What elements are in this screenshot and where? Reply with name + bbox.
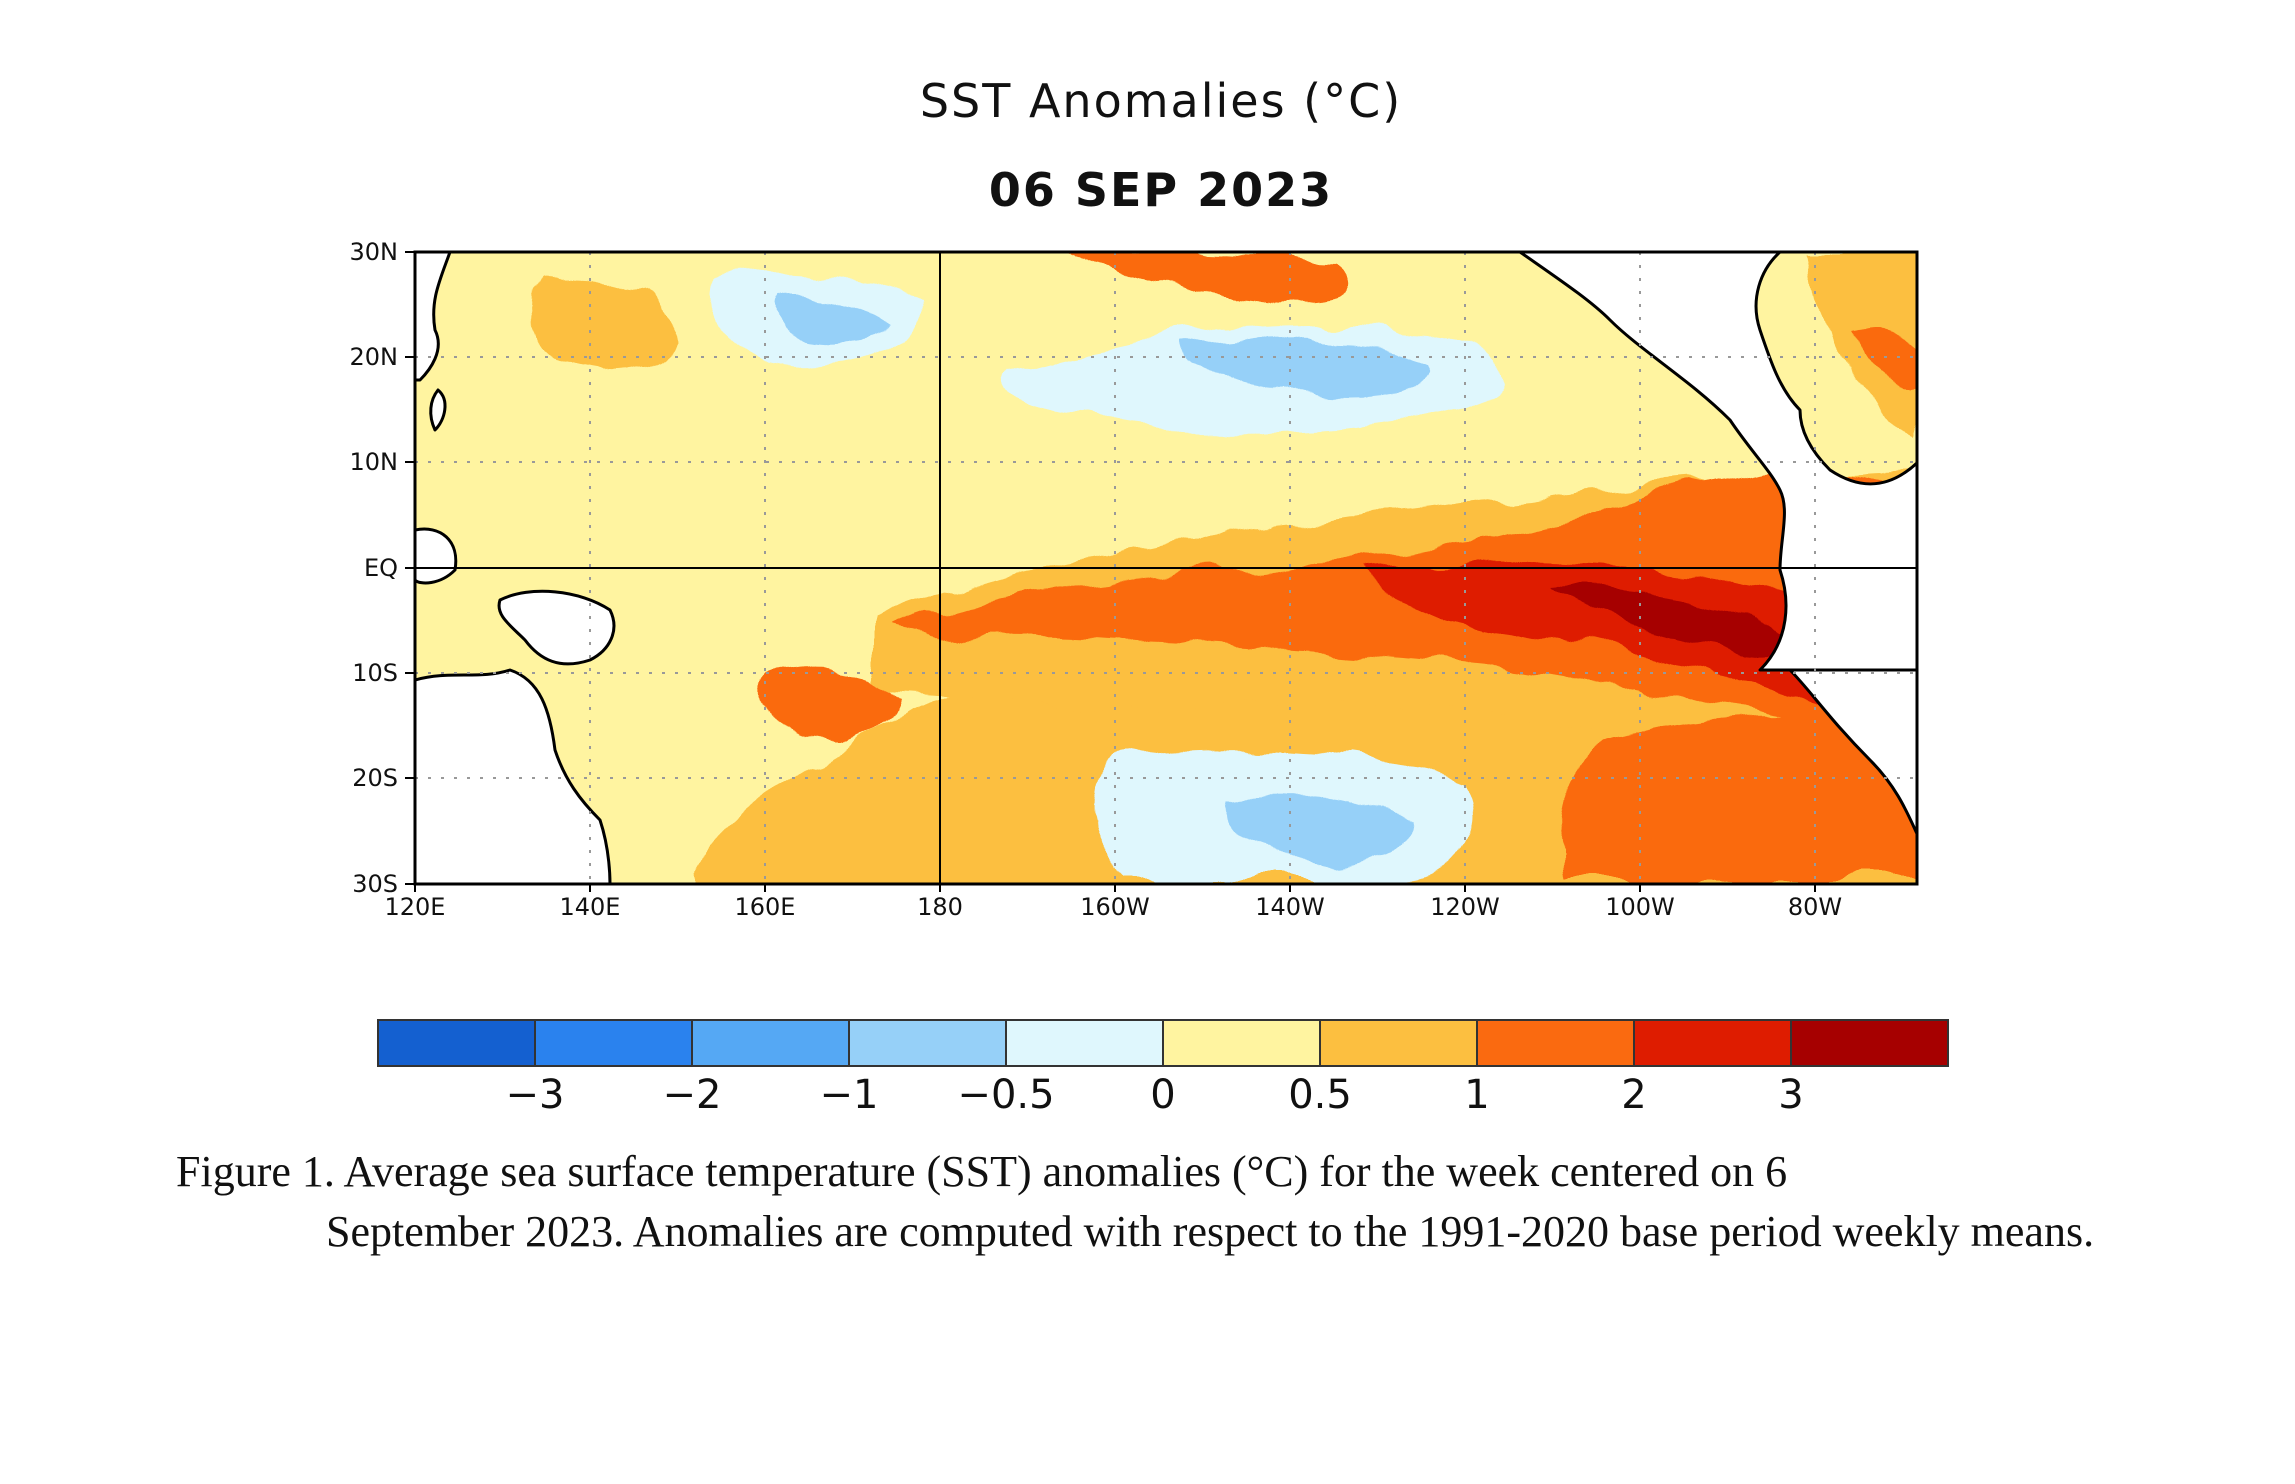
colorbar-label: 2 — [1621, 1072, 1646, 1118]
sst-anomaly-map: 30N 20N 10N EQ 10S 20S 30S 120E 140E 160… — [350, 240, 1919, 921]
colorbar-swatch — [1005, 1019, 1164, 1067]
colorbar-swatch — [1319, 1019, 1478, 1067]
colorbar-label: 1 — [1464, 1072, 1489, 1118]
lat-label: 10S — [352, 659, 398, 687]
lon-axis: 120E 140E 160E 180 160W 140W 120W 100W 8… — [385, 893, 1843, 921]
anomaly-region-southwest-warm — [756, 669, 900, 740]
lat-label: 20S — [352, 764, 398, 792]
colorbar-swatch — [377, 1019, 536, 1067]
anomaly-region-red-core — [1360, 562, 1878, 712]
lon-label: 100W — [1605, 893, 1675, 921]
anomaly-region-south-cold — [1227, 796, 1410, 863]
anomaly-region-southeast-orange — [1557, 716, 1917, 880]
lon-label: 80W — [1788, 893, 1842, 921]
land-philippines-islands — [429, 388, 447, 432]
anomaly-region-equatorial-deep-orange — [890, 469, 1917, 740]
colorbar-swatch — [534, 1019, 693, 1067]
lat-label: EQ — [364, 554, 398, 582]
anomaly-region-north-orange — [1070, 252, 1345, 304]
colorbar-label: −1 — [820, 1072, 879, 1118]
anomaly-region-west-warm — [529, 277, 680, 374]
lon-ticks — [414, 884, 1816, 892]
colorbar-swatch — [1162, 1019, 1321, 1067]
lat-axis: 30N 20N 10N EQ 10S 20S 30S — [350, 240, 399, 898]
colorbar-swatch — [848, 1019, 1007, 1067]
land-masses — [415, 252, 1917, 884]
lon-label: 140E — [560, 893, 621, 921]
colorbar-swatch — [1633, 1019, 1792, 1067]
colorbar: −3 −2 −1 −0.5 0 0.5 1 2 3 — [377, 1019, 1949, 1118]
lat-label: 30N — [350, 240, 399, 266]
colorbar-label: −2 — [663, 1072, 722, 1118]
lon-label: 120W — [1430, 893, 1500, 921]
lat-label: 30S — [352, 870, 398, 898]
land-north-america — [1518, 252, 1917, 672]
lon-label: 140W — [1255, 893, 1325, 921]
anomaly-region-north-cold — [1190, 339, 1432, 396]
lon-label: 160W — [1080, 893, 1150, 921]
land-borneo — [415, 527, 458, 585]
anomaly-region-caribbean-orange — [1850, 326, 1917, 383]
colorbar-label: −3 — [506, 1072, 565, 1118]
chart-title: SST Anomalies (°C) — [919, 74, 1403, 128]
lat-label: 10N — [350, 448, 399, 476]
lon-label: 120E — [385, 893, 446, 921]
figure-caption-line1: Figure 1. Average sea surface temperatur… — [176, 1147, 1788, 1196]
lon-label: 180 — [917, 893, 963, 921]
colorbar-labels: −3 −2 −1 −0.5 0 0.5 1 2 3 — [506, 1072, 1804, 1118]
gridlines — [415, 252, 1917, 884]
colorbar-label: 0.5 — [1288, 1072, 1352, 1118]
land-south-america — [1788, 668, 1917, 838]
anomaly-region-west-cold — [766, 299, 890, 344]
land-asia-philippines — [415, 252, 452, 382]
colorbar-label: 0 — [1150, 1072, 1175, 1118]
anomaly-region-darkred-core — [1550, 589, 1785, 653]
lat-label: 20N — [350, 343, 399, 371]
colorbar-label: −0.5 — [957, 1072, 1054, 1118]
lon-label: 160E — [735, 893, 796, 921]
colorbar-swatch — [691, 1019, 850, 1067]
lat-ticks — [405, 251, 415, 885]
land-new-guinea — [497, 589, 616, 666]
colorbar-label: 3 — [1778, 1072, 1803, 1118]
chart-date: 06 SEP 2023 — [988, 163, 1334, 217]
colorbar-swatch — [1476, 1019, 1635, 1067]
colorbar-boxes — [377, 1019, 1949, 1067]
land-australia — [415, 668, 612, 884]
figure-caption-continuation: September 2023. Anomalies are computed w… — [326, 1207, 2095, 1256]
colorbar-swatch — [1790, 1019, 1949, 1067]
